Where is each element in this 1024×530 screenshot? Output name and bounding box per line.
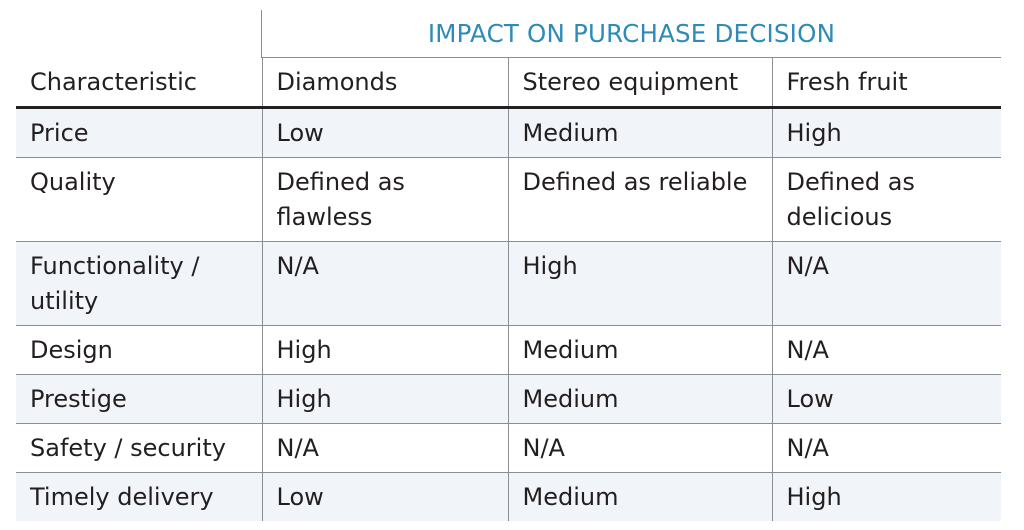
header-row: Characteristic Diamonds Stereo equipment… (16, 58, 1001, 109)
table-cell: N/A (771, 325, 1001, 375)
purchase-decision-table-container: IMPACT ON PURCHASE DECISION Characterist… (16, 10, 1001, 521)
table-cell: Low (261, 472, 508, 521)
column-header-diamonds: Diamonds (261, 58, 508, 109)
table-cell: Medium (507, 374, 772, 424)
table-cell: High (771, 107, 1001, 158)
super-header-spacer (16, 10, 262, 58)
purchase-decision-table: Characteristic Diamonds Stereo equipment… (16, 58, 1001, 521)
table-row: Timely delivery Low Medium High (16, 472, 1001, 521)
table-row: Quality Defined as flawless Defined as r… (16, 157, 1001, 242)
table-cell: High (261, 325, 508, 375)
row-label-cell: Quality (16, 157, 262, 242)
table-cell: N/A (507, 423, 772, 473)
table-cell: Medium (507, 107, 772, 158)
table-cell: N/A (261, 423, 508, 473)
table-cell: N/A (261, 241, 508, 326)
table-cell: N/A (771, 241, 1001, 326)
row-label-cell: Price (16, 107, 262, 158)
column-header-characteristic: Characteristic (16, 58, 262, 109)
row-label-cell: Timely delivery (16, 472, 262, 521)
table-row: Prestige High Medium Low (16, 374, 1001, 424)
table-cell: High (771, 472, 1001, 521)
table-cell: Defined as delicious (771, 157, 1001, 242)
table-cell: Low (261, 107, 508, 158)
table-row: Price Low Medium High (16, 107, 1001, 158)
row-label-cell: Functionality / utility (16, 241, 262, 326)
column-header-stereo-equipment: Stereo equipment (507, 58, 772, 109)
super-header-title: IMPACT ON PURCHASE DECISION (262, 10, 1001, 58)
table-cell: Medium (507, 472, 772, 521)
table-super-header-row: IMPACT ON PURCHASE DECISION (16, 10, 1001, 58)
table-row: Safety / security N/A N/A N/A (16, 423, 1001, 473)
row-label-cell: Design (16, 325, 262, 375)
column-header-fresh-fruit: Fresh fruit (771, 58, 1001, 109)
table-cell: High (507, 241, 772, 326)
table-row: Design High Medium N/A (16, 325, 1001, 375)
table-cell: Defined as flawless (261, 157, 508, 242)
table-cell: Defined as reliable (507, 157, 772, 242)
table-cell: N/A (771, 423, 1001, 473)
row-label-cell: Prestige (16, 374, 262, 424)
table-row: Functionality / utility N/A High N/A (16, 241, 1001, 326)
row-label-cell: Safety / security (16, 423, 262, 473)
table-cell: Medium (507, 325, 772, 375)
table-cell: Low (771, 374, 1001, 424)
table-cell: High (261, 374, 508, 424)
